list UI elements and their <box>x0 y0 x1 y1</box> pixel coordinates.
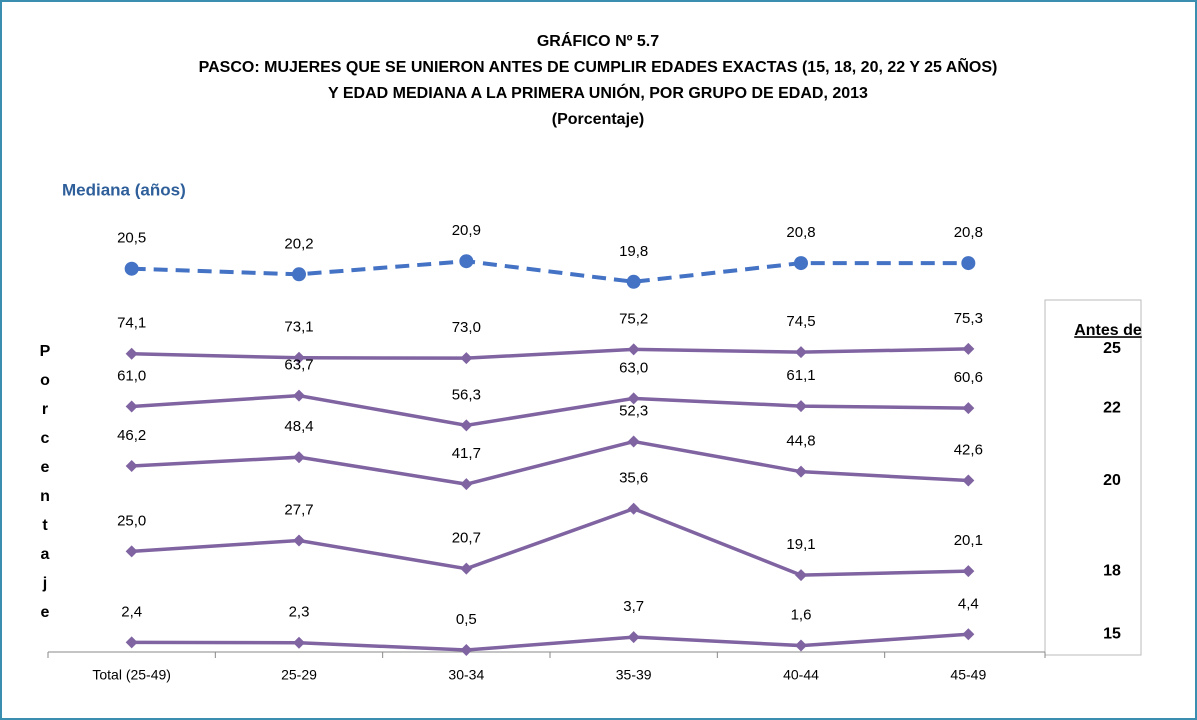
data-label: 3,7 <box>623 598 644 615</box>
point <box>125 460 138 473</box>
point <box>125 400 138 413</box>
point <box>626 274 641 289</box>
point <box>627 343 640 356</box>
x-tick-label: 40-44 <box>783 667 819 683</box>
data-label: 48,4 <box>284 418 313 435</box>
point <box>293 351 305 364</box>
data-label: 20,2 <box>284 235 313 252</box>
point <box>460 352 473 365</box>
data-label: 20,8 <box>954 224 983 241</box>
data-label: 2,3 <box>289 604 310 621</box>
point <box>962 565 975 578</box>
data-label: 75,2 <box>619 310 648 327</box>
series-line <box>131 393 969 428</box>
data-label: 27,7 <box>284 501 313 518</box>
legend-label: 22 <box>1103 399 1121 416</box>
point <box>962 342 975 355</box>
point <box>459 254 474 269</box>
series-line <box>131 259 969 284</box>
point <box>962 474 975 487</box>
data-label: 44,8 <box>786 433 815 450</box>
point <box>962 628 975 641</box>
x-tick-label: 45-49 <box>950 667 986 683</box>
legend-label: Mediana (años) <box>62 180 186 199</box>
legend-label: 25 <box>1103 340 1121 357</box>
data-label: 61,0 <box>117 367 146 384</box>
point <box>460 478 473 491</box>
point <box>795 639 807 652</box>
data-label: 19,1 <box>786 536 815 553</box>
series-line <box>131 632 969 652</box>
point <box>794 256 808 271</box>
point <box>460 562 473 575</box>
point <box>292 267 306 282</box>
data-label: 74,5 <box>786 313 815 330</box>
point <box>962 402 975 415</box>
data-label: 60,6 <box>954 369 983 386</box>
point <box>795 346 807 359</box>
point <box>627 435 640 448</box>
x-tick-label: 25-29 <box>281 667 317 683</box>
data-label: 42,6 <box>954 442 983 459</box>
point <box>627 392 640 405</box>
legend-title: Antes de <box>1074 322 1142 339</box>
point <box>795 400 807 413</box>
point <box>627 502 640 515</box>
data-label: 52,3 <box>619 402 648 419</box>
legend-label: 18 <box>1103 562 1121 579</box>
data-label: 20,9 <box>452 222 481 239</box>
point <box>795 465 807 478</box>
point <box>961 256 976 271</box>
legend-box <box>1044 299 1142 656</box>
point <box>125 636 138 649</box>
point <box>293 389 305 402</box>
data-label: 1,6 <box>791 607 812 624</box>
data-label: 2,4 <box>121 603 142 620</box>
point <box>125 347 138 360</box>
x-tick-label: 35-39 <box>616 667 652 683</box>
chart-subtitle: Y EDAD MEDIANA A LA PRIMERA UNIÓN, POR G… <box>328 83 868 102</box>
point <box>124 261 139 276</box>
data-label: 4,4 <box>958 595 979 612</box>
point <box>795 569 807 582</box>
data-label: 61,1 <box>786 367 815 384</box>
data-label: 63,7 <box>284 357 313 374</box>
series-line <box>131 347 969 360</box>
data-label: 20,1 <box>954 532 983 549</box>
point <box>627 631 640 644</box>
series-line <box>131 439 969 486</box>
point <box>293 636 305 649</box>
point <box>125 545 138 558</box>
data-label: 75,3 <box>954 310 983 327</box>
data-label: 25,0 <box>117 512 146 529</box>
series-line <box>131 506 969 577</box>
chart-title: GRÁFICO Nº 5.7 <box>537 31 659 50</box>
x-tick-label: 30-34 <box>448 667 484 683</box>
point <box>293 534 305 547</box>
data-label: 46,2 <box>117 427 146 444</box>
legend-label: 15 <box>1103 626 1121 643</box>
point <box>460 419 473 432</box>
data-label: 20,8 <box>786 224 815 241</box>
legend-label: 20 <box>1103 472 1121 489</box>
data-label: 41,7 <box>452 445 481 462</box>
chart-subtitle: PASCO: MUJERES QUE SE UNIERON ANTES DE C… <box>199 56 998 76</box>
data-label: 20,7 <box>452 530 481 547</box>
data-label: 73,0 <box>452 319 481 336</box>
data-label: 63,0 <box>619 359 648 376</box>
chart-subtitle: (Porcentaje) <box>552 111 644 128</box>
point <box>460 643 473 656</box>
data-label: 74,1 <box>117 315 146 332</box>
data-label: 0,5 <box>456 611 477 628</box>
x-tick-label: Total (25-49) <box>92 667 171 683</box>
data-label: 35,6 <box>619 470 648 487</box>
data-label: 56,3 <box>452 386 481 403</box>
data-label: 19,8 <box>619 243 648 260</box>
data-label: 20,5 <box>117 230 146 247</box>
data-label: 73,1 <box>284 319 313 336</box>
point <box>293 451 305 464</box>
